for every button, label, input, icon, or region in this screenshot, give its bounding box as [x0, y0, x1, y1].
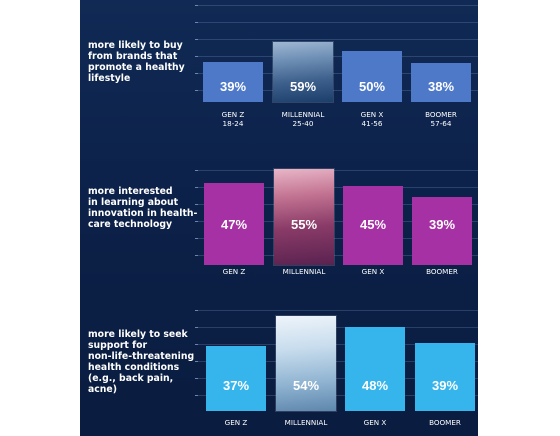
axis-tick	[195, 39, 198, 40]
axis-tick	[195, 361, 198, 362]
bar: 55%	[274, 169, 334, 265]
panel-2-description: more interested in learning about innova…	[88, 186, 198, 230]
bar: 37%	[206, 346, 266, 411]
category-label: GEN Z	[222, 267, 246, 276]
bar: 38%	[411, 63, 471, 102]
category-label: MILLENNIAL	[284, 418, 328, 427]
category-label: BOOMER	[426, 267, 458, 276]
bar-value-label: 39%	[428, 217, 456, 232]
bar: 50%	[342, 51, 402, 102]
bar-value-label: 59%	[289, 79, 317, 94]
gridline	[198, 56, 478, 57]
axis-tick	[195, 221, 198, 222]
gridline	[198, 221, 478, 222]
bar: 47%	[204, 183, 264, 265]
bar: 48%	[345, 327, 405, 411]
bar-value-label: 45%	[359, 217, 387, 232]
axis-tick	[195, 170, 198, 171]
gridline	[198, 5, 478, 6]
gridline	[198, 395, 478, 396]
bar-value-label: 54%	[292, 378, 320, 393]
bar-value-label: 55%	[290, 217, 318, 232]
gridline	[198, 39, 478, 40]
axis-tick	[195, 344, 198, 345]
axis-tick	[195, 238, 198, 239]
bar: 39%	[415, 343, 475, 411]
bar-value-label: 39%	[219, 79, 247, 94]
axis-tick	[195, 378, 198, 379]
category-label: GEN Z 18-24	[221, 110, 245, 128]
axis-tick	[195, 187, 198, 188]
gridline	[198, 90, 478, 91]
category-label: BOOMER 57-64	[425, 110, 457, 128]
axis-tick	[195, 56, 198, 57]
bar: 59%	[273, 42, 333, 102]
category-label: MILLENNIAL 25-40	[281, 110, 325, 128]
axis-tick	[195, 22, 198, 23]
axis-tick	[195, 395, 198, 396]
bar-value-label: 48%	[361, 378, 389, 393]
gridline	[198, 344, 478, 345]
bar-value-label: 50%	[358, 79, 386, 94]
bar-value-label: 39%	[431, 378, 459, 393]
bar: 39%	[412, 197, 472, 265]
category-label: GEN X	[363, 418, 387, 427]
gridline	[198, 22, 478, 23]
category-label: GEN Z	[224, 418, 248, 427]
gridline	[198, 327, 478, 328]
axis-tick	[195, 73, 198, 74]
axis-tick	[195, 327, 198, 328]
gridline	[198, 238, 478, 239]
infographic-panel: more likely to buy from brands that prom…	[80, 0, 478, 436]
gridline	[198, 187, 478, 188]
category-label: BOOMER	[429, 418, 461, 427]
axis-tick	[195, 310, 198, 311]
bar-value-label: 38%	[427, 79, 455, 94]
bar: 45%	[343, 186, 403, 265]
bar-value-label: 47%	[220, 217, 248, 232]
axis-tick	[195, 255, 198, 256]
gridline	[198, 361, 478, 362]
bar: 54%	[276, 316, 336, 411]
panel-3-description: more likely to seek support for non-life…	[88, 329, 195, 395]
category-label: GEN X 41-56	[360, 110, 384, 128]
panel-1-description: more likely to buy from brands that prom…	[88, 40, 185, 84]
bar-value-label: 37%	[222, 378, 250, 393]
axis-tick	[195, 204, 198, 205]
category-label: MILLENNIAL	[282, 267, 326, 276]
gridline	[198, 170, 478, 171]
gridline	[198, 204, 478, 205]
gridline	[198, 73, 478, 74]
category-label: GEN X	[361, 267, 385, 276]
axis-tick	[195, 5, 198, 6]
bar: 39%	[203, 62, 263, 102]
axis-tick	[195, 90, 198, 91]
gridline	[198, 255, 478, 256]
gridline	[198, 310, 478, 311]
gridline	[198, 378, 478, 379]
